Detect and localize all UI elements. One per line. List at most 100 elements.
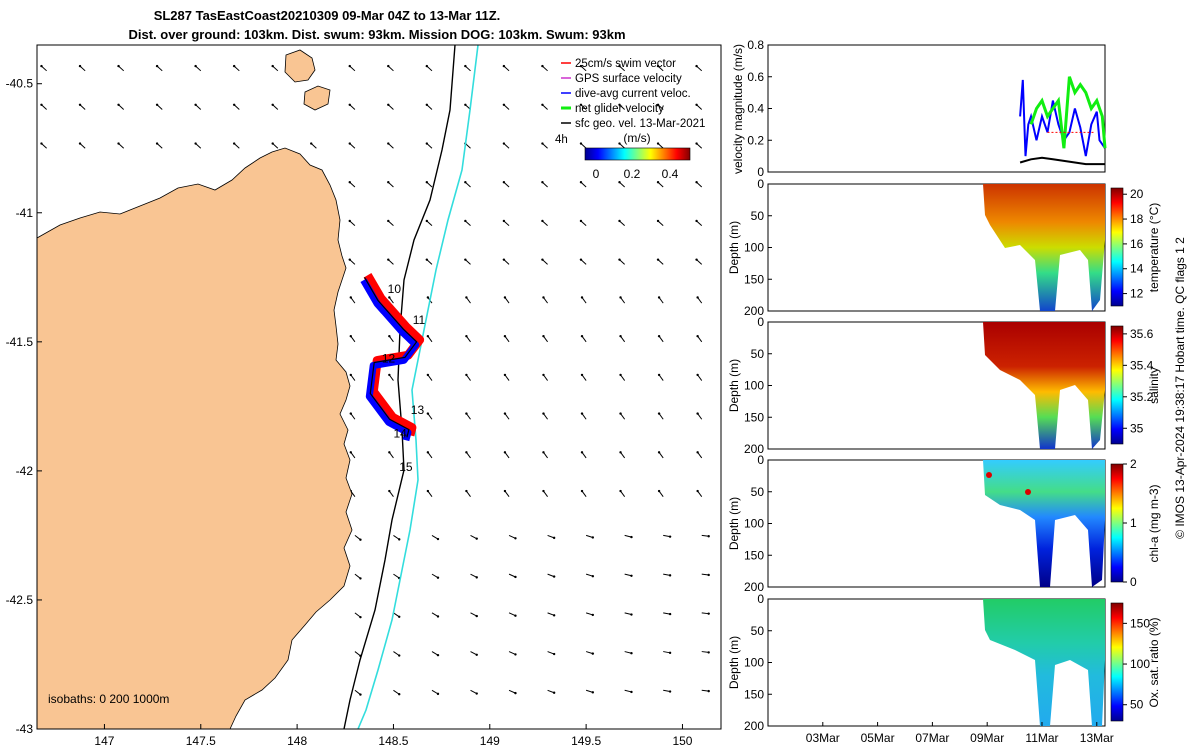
current-arrow-head [388, 296, 391, 299]
current-arrow-head [503, 296, 507, 299]
current-arrow-head [695, 64, 698, 68]
velocity-series-line [1019, 156, 1105, 166]
chla-section-ytick-label: 100 [744, 517, 764, 531]
current-arrow-head [387, 103, 390, 107]
current-arrow-head [630, 690, 633, 694]
current-arrow-head [656, 258, 660, 261]
section-xtick-label: 07Mar [915, 731, 949, 745]
salinity-colorbar [1110, 325, 1124, 445]
current-arrow-head [541, 219, 544, 223]
colorbar-tick-1: 0.2 [624, 167, 641, 181]
salinity-section-ytick-label: 100 [744, 379, 764, 393]
velocity-ylabel: velocity magnitude (m/s) [731, 44, 745, 174]
map-colorbar [584, 147, 691, 161]
current-arrow-head [514, 653, 517, 656]
map-xtick-label: 150 [672, 734, 692, 748]
current-arrow-head [503, 412, 507, 415]
current-arrow-head [668, 574, 672, 577]
current-arrow-head [436, 576, 440, 579]
current-arrow-head [618, 142, 621, 145]
current-arrow-head [475, 653, 478, 656]
current-arrow-head [656, 219, 660, 223]
salinity-panel [767, 321, 1124, 450]
current-arrow-head [695, 181, 698, 184]
velocity-ytick-label: 0.2 [747, 133, 764, 147]
current-arrow-head [707, 573, 710, 577]
current-arrow-head [618, 103, 621, 107]
salinity-section-ytick-label: 50 [751, 347, 765, 361]
current-arrow-head [436, 653, 440, 657]
current-arrow-head [387, 181, 390, 184]
current-arrow-head [707, 651, 710, 654]
current-arrow-head [503, 451, 507, 454]
current-arrow-head [465, 296, 468, 299]
current-arrow-head [348, 181, 351, 184]
chla-section-cbar-label: chl-a (mg m-3) [1147, 484, 1161, 562]
current-arrow-head [619, 373, 622, 377]
salinity-section-ytick-label: 0 [757, 315, 764, 329]
section-xtick-label: 09Mar [970, 731, 1004, 745]
map-legend: 25cm/s swim vector GPS surface velocity … [555, 58, 705, 181]
current-arrow-head [579, 219, 583, 223]
current-arrow-head [475, 692, 478, 695]
current-arrow-head [514, 537, 517, 540]
chla-peak-1 [986, 472, 992, 478]
section-xtick-label: 11Mar [1025, 731, 1058, 745]
current-arrow-head [630, 613, 633, 616]
current-arrow-head [348, 64, 351, 68]
current-arrow-head [398, 538, 401, 541]
current-arrow-head [580, 296, 584, 299]
velocity-series-line [1029, 76, 1107, 149]
current-arrow-head [542, 451, 545, 454]
velocity-ytick-label: 0.4 [747, 102, 764, 116]
track-label-10: 10 [388, 282, 402, 296]
chla-section-ytick-label: 150 [744, 548, 764, 562]
current-arrow-head [619, 412, 622, 415]
velocity-series-line [1019, 79, 1106, 157]
current-arrow-head [514, 614, 517, 617]
current-arrow-head [657, 451, 661, 454]
current-arrow-head [349, 334, 352, 338]
current-arrow-head [579, 103, 583, 107]
current-arrow-head [359, 538, 362, 541]
current-arrow-head [465, 334, 468, 338]
isobaths-label: isobaths: 0 200 1000m [48, 692, 169, 706]
current-arrow-head [668, 690, 672, 693]
current-arrow-head [476, 731, 478, 733]
current-arrow-head [425, 258, 429, 261]
current-arrow-head [552, 652, 556, 656]
section-panels [767, 183, 1124, 727]
current-arrow-head [514, 575, 517, 579]
current-arrow-head [618, 181, 621, 184]
temperature-section-cbar-tick-label: 12 [1130, 287, 1144, 301]
map-ytick-label: -43 [16, 722, 34, 736]
current-arrow-head [707, 535, 710, 538]
salinity-field [983, 322, 1105, 449]
section-xtick-label: 03Mar [806, 731, 840, 745]
current-arrow-head [552, 691, 556, 694]
current-arrow-head [464, 181, 467, 184]
map-xtick-label: 149 [480, 734, 500, 748]
current-arrow-head [541, 258, 544, 261]
current-arrow-head [348, 258, 351, 261]
current-arrow-head [78, 103, 82, 107]
track-day-labels: 10 11 12 13 14 15 [382, 282, 426, 474]
temperature-section-ytick-label: 150 [744, 272, 764, 286]
current-arrow-head [426, 373, 430, 377]
current-arrow-head [40, 64, 43, 68]
current-arrow-head [425, 142, 429, 145]
temperature-section-ytick-label: 100 [744, 241, 764, 255]
current-arrow-head [618, 64, 621, 68]
current-arrow-head [580, 412, 584, 415]
current-arrow-head [542, 412, 545, 415]
current-arrow-head [580, 334, 584, 338]
current-arrow-head [465, 373, 468, 377]
legend-item-dive-avg: dive-avg current veloc. [575, 88, 691, 100]
current-arrow-head [348, 142, 351, 145]
current-arrow-head [502, 64, 506, 68]
current-arrow-head [387, 219, 390, 223]
track-label-11: 11 [413, 313, 426, 327]
swim-vector-swath [363, 273, 425, 437]
current-arrow-head [388, 373, 391, 377]
chla-section-ylabel: Depth (m) [727, 497, 741, 550]
